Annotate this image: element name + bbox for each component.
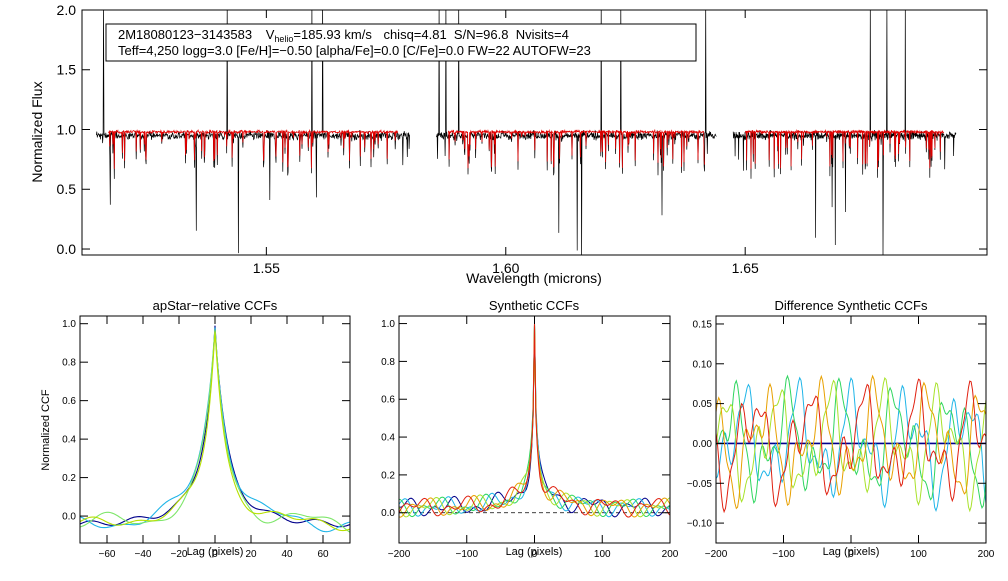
y-tick-label: 1.0: [62, 319, 76, 330]
x-tick-label: −100: [772, 549, 795, 560]
y-tick-label: 0.15: [693, 319, 713, 330]
fit-stats: chisq=4.81 S/N=96.8 Nvisits=4: [383, 27, 568, 42]
y-tick-label: 0.0: [62, 512, 76, 523]
synthetic-ccf-ticks: −200 −100 0 100 200 0.0 0.2 0.4 0.6 0.8 1.0: [381, 316, 679, 560]
apstar-ccf-x-axis-label: Lag (pixels): [187, 546, 244, 558]
difference-ccf-line-2: [716, 376, 986, 513]
apstar-ccf-panel: apStar−relative CCFs −60 −40 −20 0 20 40 60 0.0…: [40, 298, 351, 560]
vhelio-subscript: helio: [274, 34, 293, 44]
x-tick-label: 1.60: [492, 260, 519, 276]
y-tick-label: −0.10: [687, 519, 713, 530]
y-tick-label: 0.00: [693, 439, 713, 450]
x-tick-label: −200: [705, 549, 728, 560]
apstar-ccf-line-4: [80, 331, 350, 532]
x-tick-label: 1.65: [732, 260, 759, 276]
vhelio-value: =185.93 km/s: [293, 27, 372, 42]
x-tick-label: −100: [455, 549, 478, 560]
x-tick-label: −20: [171, 549, 188, 560]
difference-ccf-panel: Difference Synthetic CCFs −200 −100 0 100 20…: [687, 298, 995, 560]
difference-ccf-line-6: [716, 378, 986, 514]
object-id: 2M18080123−3143583: [118, 27, 252, 42]
difference-ccf-line-5: [716, 374, 986, 510]
x-tick-label: 20: [245, 549, 257, 560]
y-tick-label: 0.8: [381, 357, 395, 368]
y-tick-label: 0.2: [381, 470, 395, 481]
x-tick-label: −40: [135, 549, 152, 560]
x-tick-label: 1.55: [253, 260, 280, 276]
spectrum-info-line-1: 2M18080123−3143583 Vhelio=185.93 km/s ch…: [118, 27, 569, 44]
difference-ccf-line-3: [716, 374, 986, 509]
y-tick-label: 2.0: [57, 2, 77, 18]
y-tick-label: −0.05: [687, 479, 713, 490]
spectrum-x-axis-label: Wavelength (microns): [466, 270, 602, 286]
apstar-ccf-title: apStar−relative CCFs: [153, 298, 278, 313]
apstar-ccf-traces: [80, 325, 350, 533]
model-spectrum-line: [108, 128, 945, 169]
y-tick-label: 0.6: [62, 396, 76, 407]
difference-ccf-title: Difference Synthetic CCFs: [775, 298, 928, 313]
difference-ccf-traces: [716, 374, 986, 514]
apstar-ccf-axes-frame: [79, 315, 351, 544]
synthetic-ccf-traces: [399, 323, 670, 518]
y-tick-label: 1.5: [57, 62, 77, 78]
apstar-ccf-y-axis-label: Normalized CCF: [40, 389, 52, 471]
y-tick-label: 0.8: [62, 358, 76, 369]
apstar-ccf-ticks: −60 −40 −20 0 20 40 60 0.0 0.2 0.4 0.6 0.8 1.0: [62, 316, 350, 560]
y-tick-label: 1.0: [57, 121, 77, 137]
difference-ccf-ticks: −200 −100 0 100 200 −0.10 −0.05 0.00 0.05 0.10 0.1…: [687, 316, 995, 560]
y-tick-label: 0.4: [62, 435, 76, 446]
apstar-ccf-line-2: [80, 327, 350, 533]
x-tick-label: 0: [848, 549, 854, 560]
synthetic-ccf-panel: Synthetic CCFs −200 −100 0 100 200 0.0 0.2 0.4 0…: [381, 298, 679, 560]
synthetic-ccf-x-axis-label: Lag (pixels): [506, 546, 563, 558]
y-tick-label: 0.2: [62, 473, 76, 484]
difference-ccf-axes-frame: [715, 315, 987, 544]
y-tick-label: 0.4: [381, 433, 395, 444]
spectrum-info-box: [105, 23, 697, 62]
x-tick-label: 100: [594, 549, 611, 560]
x-tick-label: 0: [532, 549, 538, 560]
x-tick-label: 60: [317, 549, 329, 560]
synthetic-ccf-line-6: [399, 323, 670, 518]
y-tick-label: 0.5: [57, 181, 77, 197]
apstar-ccf-line-3: [80, 329, 350, 533]
x-tick-label: 40: [281, 549, 293, 560]
x-tick-label: 100: [910, 549, 927, 560]
y-tick-label: 0.6: [381, 395, 395, 406]
spectrum-y-axis-label: Normalized Flux: [29, 81, 45, 182]
x-tick-label: 200: [978, 549, 995, 560]
x-tick-label: −200: [388, 549, 411, 560]
spectrum-info-line-2: Teff=4,250 logg=3.0 [Fe/H]=−0.50 [alpha/…: [118, 43, 591, 58]
spectrum-ticks: 1.55 1.60 1.65 0.0 0.5 1.0 1.5 2.0: [57, 2, 987, 276]
spectrum-panel: 1.55 1.60 1.65 0.0 0.5 1.0 1.5 2.0 2M18080123−3…: [29, 2, 988, 286]
y-tick-label: 1.0: [381, 319, 395, 330]
x-tick-label: 200: [662, 549, 679, 560]
spectrum-axes-frame: [81, 9, 988, 256]
spectrum-traces: [96, 10, 957, 255]
synthetic-ccf-title: Synthetic CCFs: [489, 298, 580, 313]
y-tick-label: 0.10: [693, 359, 713, 370]
y-tick-label: 0.0: [57, 241, 77, 257]
difference-ccf-x-axis-label: Lag (pixels): [823, 546, 880, 558]
x-tick-label: −60: [99, 549, 116, 560]
y-tick-label: 0.05: [693, 399, 713, 410]
vhelio-symbol: V: [266, 27, 275, 42]
apstar-ccf-line-1: [80, 325, 350, 528]
x-tick-label: 0: [212, 549, 218, 560]
y-tick-label: 0.0: [381, 508, 395, 519]
